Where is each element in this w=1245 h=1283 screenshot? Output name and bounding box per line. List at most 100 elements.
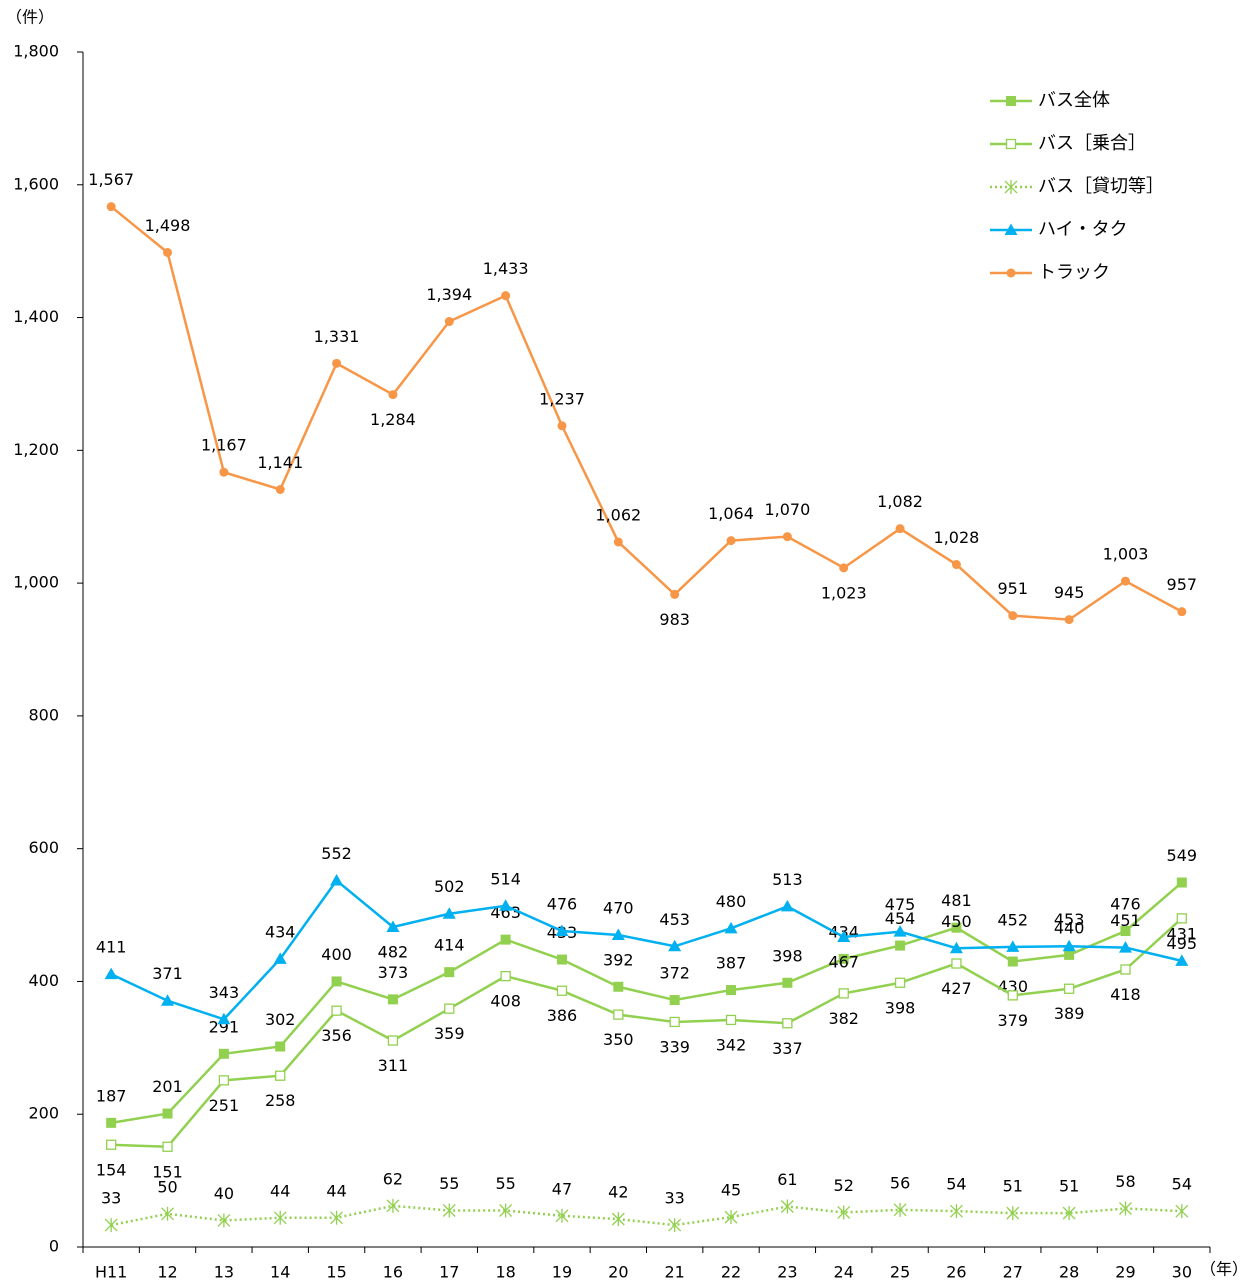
data-label: 1,070 bbox=[764, 500, 810, 519]
x-tick-label: 17 bbox=[439, 1263, 459, 1282]
data-point bbox=[555, 1208, 569, 1223]
data-point bbox=[782, 977, 793, 988]
data-point bbox=[163, 247, 173, 257]
data-point bbox=[1062, 1206, 1076, 1221]
y-tick-label: 1,400 bbox=[13, 307, 59, 326]
data-point bbox=[669, 995, 680, 1006]
data-label: 945 bbox=[1054, 583, 1085, 602]
data-label: 154 bbox=[96, 1160, 127, 1179]
data-point bbox=[613, 1009, 624, 1020]
y-tick-label: 400 bbox=[28, 971, 59, 990]
data-label: 398 bbox=[772, 946, 803, 965]
data-label: 549 bbox=[1167, 846, 1198, 865]
series-line bbox=[110, 1204, 1182, 1227]
data-point bbox=[1119, 1201, 1132, 1216]
data-point bbox=[1006, 1206, 1020, 1221]
data-point bbox=[837, 1205, 851, 1220]
legend-marker bbox=[1006, 268, 1016, 278]
data-label: 552 bbox=[321, 844, 352, 863]
x-tick-label: 21 bbox=[664, 1263, 684, 1282]
legend-label: バス［乗合］ bbox=[1038, 133, 1146, 154]
y-tick-label: 1,600 bbox=[13, 174, 59, 193]
data-label: 52 bbox=[834, 1176, 854, 1195]
data-point bbox=[668, 939, 682, 952]
data-point bbox=[556, 985, 568, 996]
data-point bbox=[442, 907, 456, 919]
data-point bbox=[499, 1203, 513, 1218]
data-point bbox=[724, 1210, 738, 1225]
data-point bbox=[951, 922, 962, 933]
data-label: 482 bbox=[378, 943, 409, 962]
data-point bbox=[1007, 990, 1018, 1001]
data-point bbox=[782, 1018, 793, 1029]
data-point bbox=[387, 1035, 399, 1046]
x-tick-label: 24 bbox=[834, 1263, 854, 1282]
data-point bbox=[387, 994, 398, 1005]
data-point bbox=[949, 1204, 963, 1219]
data-point bbox=[613, 981, 624, 992]
x-tick-label: 26 bbox=[946, 1263, 966, 1282]
data-point bbox=[444, 1003, 455, 1014]
data-point bbox=[780, 899, 794, 912]
data-point bbox=[388, 390, 398, 400]
data-label: 1,003 bbox=[1103, 545, 1149, 564]
y-tick-label: 200 bbox=[28, 1104, 59, 1123]
data-point bbox=[161, 994, 175, 1006]
data-point bbox=[611, 1212, 625, 1227]
data-point bbox=[275, 485, 285, 495]
data-label: 258 bbox=[265, 1091, 296, 1110]
data-point bbox=[218, 1048, 229, 1059]
legend-marker bbox=[1005, 138, 1017, 150]
data-label: 414 bbox=[434, 936, 465, 955]
data-label: 45 bbox=[721, 1181, 741, 1200]
data-point bbox=[895, 524, 905, 534]
data-label: 33 bbox=[101, 1189, 121, 1208]
y-tick-label: 1,800 bbox=[13, 42, 59, 61]
data-point bbox=[499, 899, 513, 911]
data-point bbox=[217, 1012, 231, 1025]
data-label: 983 bbox=[659, 610, 690, 629]
data-label: 44 bbox=[270, 1181, 290, 1200]
data-label: 311 bbox=[378, 1056, 409, 1075]
data-label: 55 bbox=[439, 1174, 459, 1193]
data-label: 1,028 bbox=[934, 528, 980, 547]
legend-marker bbox=[1004, 180, 1018, 194]
data-point bbox=[442, 1203, 456, 1218]
data-point bbox=[895, 940, 906, 951]
data-label: 337 bbox=[772, 1039, 803, 1058]
x-tick-label: 16 bbox=[383, 1263, 403, 1282]
data-label: 440 bbox=[1054, 918, 1085, 937]
data-label: 1,433 bbox=[483, 259, 529, 278]
data-point bbox=[444, 967, 455, 978]
data-point bbox=[611, 928, 625, 940]
data-label: 356 bbox=[321, 1026, 352, 1045]
data-point bbox=[161, 1206, 174, 1221]
data-point bbox=[217, 1213, 231, 1228]
y-tick-label: 1,000 bbox=[13, 573, 59, 592]
data-label: 62 bbox=[383, 1169, 403, 1188]
y-tick-label: 1,200 bbox=[13, 440, 59, 459]
data-label: 42 bbox=[608, 1183, 628, 1202]
series-line bbox=[110, 878, 1183, 1021]
data-label: 1,141 bbox=[257, 453, 303, 472]
x-tick-label: 14 bbox=[270, 1263, 290, 1282]
data-label: 251 bbox=[209, 1096, 240, 1115]
x-tick-label: 28 bbox=[1059, 1263, 1079, 1282]
data-point bbox=[386, 920, 400, 933]
data-label: 339 bbox=[659, 1037, 690, 1056]
data-point bbox=[332, 358, 342, 368]
data-point bbox=[838, 988, 849, 999]
data-point bbox=[106, 1139, 117, 1150]
data-label: 342 bbox=[716, 1035, 747, 1054]
data-label: 453 bbox=[1054, 910, 1085, 929]
data-point bbox=[893, 925, 907, 937]
series-line bbox=[111, 917, 1183, 1149]
data-label: 398 bbox=[885, 998, 916, 1017]
y-tick-label: 600 bbox=[28, 838, 59, 857]
legend-label: バス［貸切等］ bbox=[1038, 176, 1164, 197]
data-point bbox=[104, 967, 118, 980]
data-label: 1,167 bbox=[201, 436, 247, 455]
data-label: 451 bbox=[1110, 911, 1141, 930]
data-label: 387 bbox=[716, 954, 747, 973]
